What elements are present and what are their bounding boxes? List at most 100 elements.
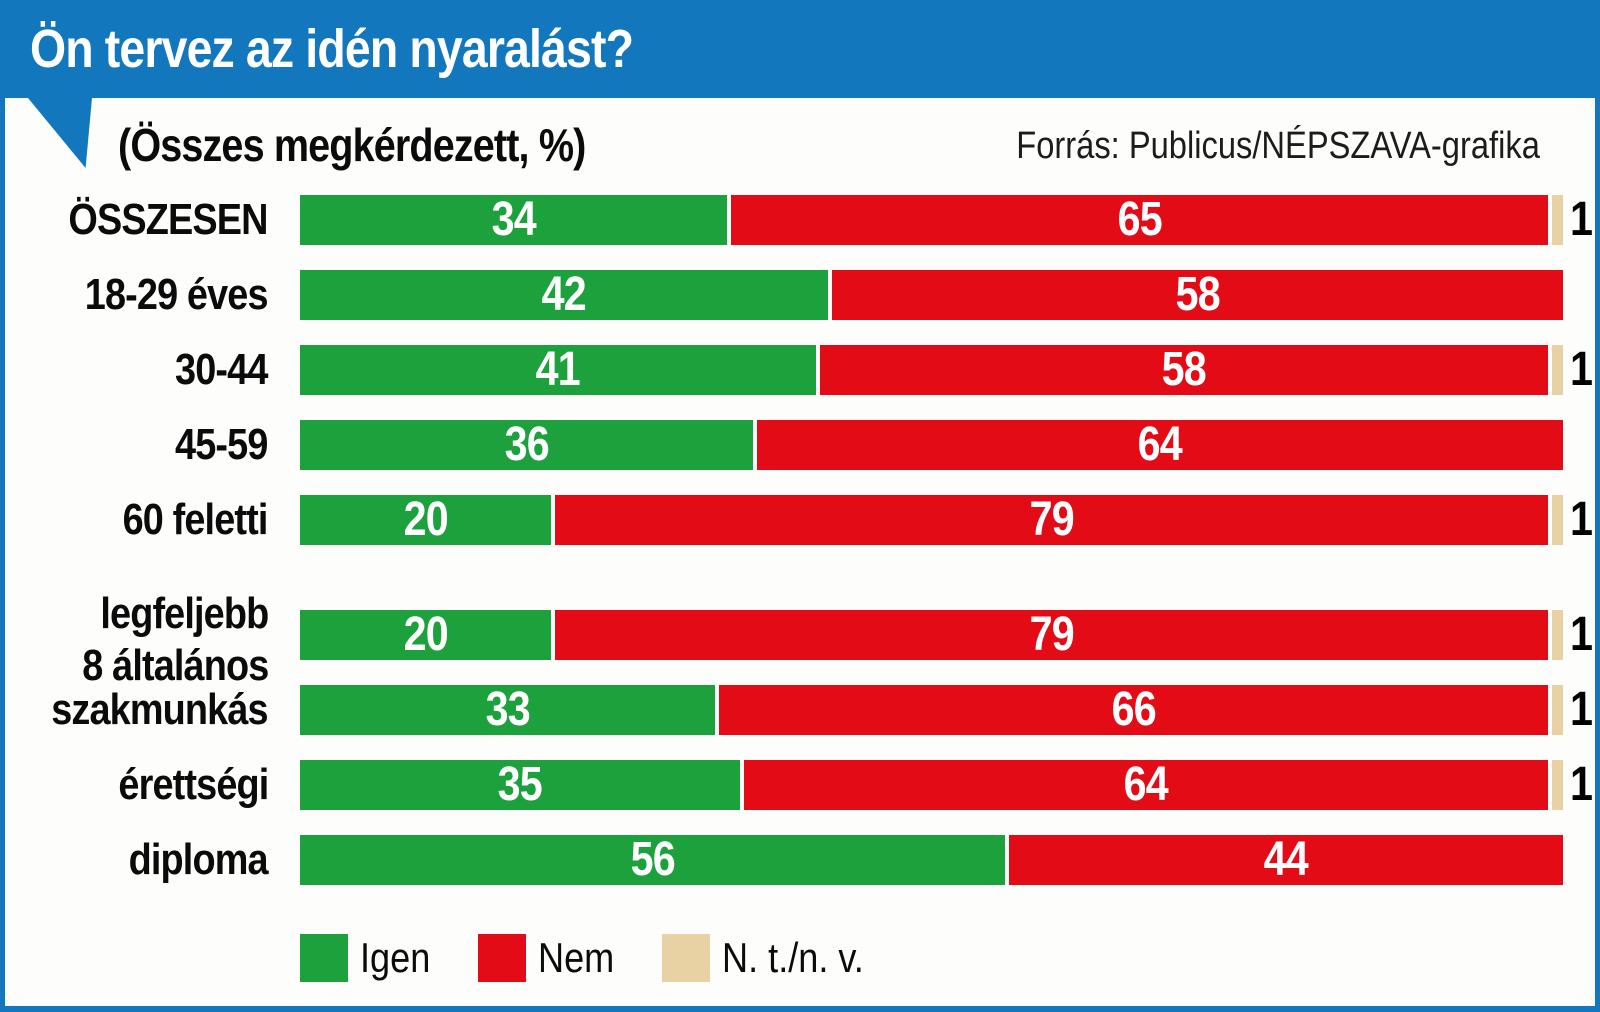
frame-border-bottom xyxy=(0,1006,1600,1012)
legend-item: Nem xyxy=(477,934,627,982)
category-label: 60 feletti xyxy=(99,495,269,555)
bar-segment-n-t-n-v xyxy=(1552,760,1563,810)
bar-segment-n-t-n-v xyxy=(1552,610,1563,660)
bar-segment-n-t-n-v xyxy=(1552,195,1563,245)
nt-value-label: 1 xyxy=(1570,195,1597,245)
legend-item: Igen xyxy=(300,934,442,982)
segment-value-label: 79 xyxy=(1029,608,1074,661)
category-label: 45-59 xyxy=(160,420,269,480)
category-label-text: legfeljebb xyxy=(99,589,269,638)
category-label: érettségi xyxy=(94,760,269,820)
category-label-text: szakmunkás xyxy=(51,685,269,734)
bar-segment-nem: 64 xyxy=(757,420,1563,470)
segment-value-label: 35 xyxy=(497,758,543,811)
category-label: 30-44 xyxy=(160,345,269,405)
category-label-text: 8 általános xyxy=(81,641,269,690)
legend-label-text: Igen xyxy=(360,934,431,981)
source-credit: Forrás: Publicus/NÉPSZAVA-grafika xyxy=(931,120,1540,172)
segment-value-label: 20 xyxy=(403,493,448,546)
legend-label: N. t./n. v. xyxy=(722,934,887,982)
category-label-text: 45-59 xyxy=(175,420,269,469)
bar-row: 36 64 xyxy=(300,420,1563,470)
segment-value-label: 36 xyxy=(504,418,549,471)
nt-value-text: 1 xyxy=(1570,758,1593,811)
title-bar: Ön tervez az idén nyaralást? xyxy=(0,0,1600,98)
segment-value-label: 33 xyxy=(485,683,530,736)
bar-row: 20 79 xyxy=(300,495,1563,545)
bar-segment-igen: 35 xyxy=(300,760,740,810)
bar-segment-nem: 64 xyxy=(744,760,1548,810)
segment-value-label: 20 xyxy=(403,608,448,661)
bar-segment-nem: 58 xyxy=(832,270,1563,320)
bar-row: 34 65 xyxy=(300,195,1563,245)
source-credit-text: Forrás: Publicus/NÉPSZAVA-grafika xyxy=(1016,125,1540,167)
category-label: legfeljebb 8 általános xyxy=(52,589,269,697)
legend-label: Nem xyxy=(538,934,627,982)
chart-subtitle: (Összes megkérdezett, %) xyxy=(118,119,586,171)
legend-label: Igen xyxy=(360,934,442,982)
segment-value-label: 79 xyxy=(1029,493,1074,546)
frame-border-left xyxy=(0,98,5,1006)
bar-segment-igen: 20 xyxy=(300,495,551,545)
category-label: 18-29 éves xyxy=(55,270,269,330)
bar-segment-nem: 79 xyxy=(555,495,1548,545)
bar-segment-n-t-n-v xyxy=(1552,685,1563,735)
bar-segment-n-t-n-v xyxy=(1552,345,1563,395)
category-label-text: ÖSSZESEN xyxy=(68,195,269,244)
segment-value-label: 56 xyxy=(630,833,675,886)
nt-value-label: 1 xyxy=(1570,760,1597,810)
nt-value-text: 1 xyxy=(1570,608,1593,661)
bar-row: 42 58 xyxy=(300,270,1563,320)
bar-row: 35 64 xyxy=(300,760,1563,810)
legend-swatch-icon xyxy=(662,934,711,982)
page-title: Ön tervez az idén nyaralást? xyxy=(30,19,634,79)
segment-value-label: 44 xyxy=(1263,833,1309,886)
segment-value-label: 65 xyxy=(1117,193,1162,246)
bar-segment-nem: 79 xyxy=(555,610,1548,660)
category-label: ÖSSZESEN xyxy=(36,195,269,255)
bar-segment-nem: 65 xyxy=(731,195,1548,245)
bar-row: 20 79 xyxy=(300,610,1563,660)
legend-label-text: Nem xyxy=(537,934,615,981)
legend-swatch-icon xyxy=(300,934,348,982)
bar-row: 41 58 xyxy=(300,345,1563,395)
nt-value-text: 1 xyxy=(1570,493,1593,546)
bar-segment-nem: 44 xyxy=(1009,835,1563,885)
bar-row: 33 66 xyxy=(300,685,1563,735)
bar-segment-nem: 66 xyxy=(719,685,1548,735)
segment-value-label: 34 xyxy=(491,193,536,246)
nt-value-label: 1 xyxy=(1570,345,1597,395)
bar-segment-igen: 34 xyxy=(300,195,727,245)
nt-value-label: 1 xyxy=(1570,685,1597,735)
nt-value-text: 1 xyxy=(1570,193,1593,246)
category-label: szakmunkás xyxy=(16,685,269,745)
chart-legend: Igen Nem N. t./n. v. xyxy=(300,934,887,982)
segment-value-label: 41 xyxy=(535,343,581,396)
bar-segment-igen: 42 xyxy=(300,270,828,320)
category-label: diploma xyxy=(106,835,269,895)
category-label-text: 60 feletti xyxy=(123,495,269,544)
bar-segment-igen: 56 xyxy=(300,835,1005,885)
segment-value-label: 66 xyxy=(1111,683,1156,736)
bar-segment-igen: 41 xyxy=(300,345,816,395)
speech-bubble-tail-icon xyxy=(28,98,92,168)
legend-label-text: N. t./n. v. xyxy=(722,934,865,981)
segment-value-label: 58 xyxy=(1161,343,1207,396)
category-label-text: 30-44 xyxy=(175,345,269,394)
bar-segment-nem: 58 xyxy=(820,345,1548,395)
bar-row: 56 44 xyxy=(300,835,1563,885)
category-label-text: érettségi xyxy=(117,760,269,809)
legend-item: N. t./n. v. xyxy=(662,934,887,982)
bar-segment-igen: 20 xyxy=(300,610,551,660)
bar-segment-n-t-n-v xyxy=(1552,495,1563,545)
segment-value-label: 58 xyxy=(1175,268,1220,321)
category-label-text: 18-29 éves xyxy=(85,270,269,319)
frame-border-right xyxy=(1595,98,1600,1006)
nt-value-text: 1 xyxy=(1570,683,1593,736)
segment-value-label: 64 xyxy=(1123,758,1169,811)
segment-value-label: 64 xyxy=(1137,418,1183,471)
bar-segment-igen: 36 xyxy=(300,420,753,470)
category-label-text: diploma xyxy=(128,835,269,884)
bar-segment-igen: 33 xyxy=(300,685,715,735)
